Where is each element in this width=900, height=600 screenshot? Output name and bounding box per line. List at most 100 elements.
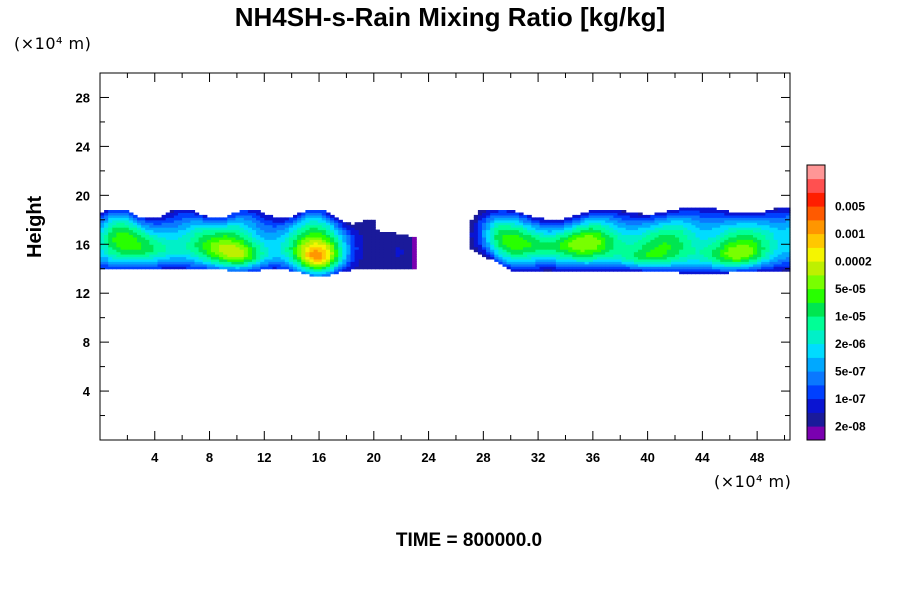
heatmap-cell [305, 268, 311, 272]
heatmap-cell [564, 256, 569, 260]
heatmap-cell [523, 249, 528, 253]
heatmap-cell [617, 246, 623, 250]
heatmap-cell [477, 239, 483, 243]
heatmap-cell [325, 239, 331, 243]
heatmap-cell [120, 239, 126, 243]
heatmap-cell [268, 234, 274, 238]
heatmap-cell [408, 236, 413, 240]
heatmap-cell [321, 251, 327, 255]
heatmap-cell [638, 214, 643, 218]
heatmap-cell [137, 263, 142, 267]
heatmap-cell [338, 266, 343, 270]
heatmap-cell [765, 263, 771, 267]
heatmap-cell [219, 249, 224, 253]
heatmap-cell [597, 236, 602, 240]
heatmap-cell [642, 234, 647, 238]
heatmap-cell [182, 224, 187, 228]
heatmap-cell [695, 207, 701, 211]
heatmap-cell [555, 244, 561, 248]
heatmap-cell [260, 224, 265, 228]
heatmap-cell [773, 249, 779, 253]
heatmap-cell [280, 232, 286, 235]
heatmap-cell [707, 227, 713, 231]
heatmap-cell [206, 227, 212, 231]
heatmap-cell [699, 219, 705, 223]
heatmap-cell [128, 244, 134, 248]
heatmap-cell [235, 219, 241, 223]
heatmap-cell [670, 249, 676, 253]
heatmap-cell [716, 258, 721, 262]
heatmap-cell [157, 217, 163, 221]
heatmap-cell [284, 263, 290, 267]
heatmap-cell [757, 251, 762, 255]
heatmap-cell [744, 258, 750, 262]
heatmap-cell [313, 234, 319, 238]
heatmap-cell [551, 268, 557, 272]
heatmap-cell [748, 234, 754, 238]
heatmap-cell [568, 263, 573, 267]
heatmap-cell [309, 232, 315, 235]
heatmap-cell [309, 273, 315, 277]
heatmap-cell [605, 263, 610, 267]
heatmap-cell [235, 263, 241, 267]
heatmap-cell [597, 234, 602, 238]
heatmap-cell [198, 241, 204, 245]
heatmap-cell [124, 254, 130, 258]
heatmap-cell [165, 266, 171, 270]
heatmap-cell [773, 210, 779, 213]
heatmap-cell [391, 244, 397, 248]
heatmap-cell [527, 219, 532, 223]
heatmap-cell [169, 246, 175, 250]
heatmap-cell [280, 246, 286, 250]
heatmap-cell [132, 261, 138, 265]
heatmap-cell [724, 212, 729, 216]
heatmap-cell [288, 234, 294, 238]
heatmap-cell [354, 251, 360, 255]
heatmap-cell [362, 236, 368, 240]
heatmap-cell [116, 234, 122, 238]
heatmap-cell [210, 241, 216, 245]
heatmap-cell [518, 229, 524, 233]
heatmap-cell [301, 246, 306, 250]
heatmap-cell [572, 227, 577, 231]
heatmap-cell [367, 236, 372, 240]
heatmap-cell [551, 236, 557, 240]
heatmap-cell [601, 227, 606, 231]
heatmap-cell [399, 254, 405, 258]
heatmap-cell [486, 256, 491, 260]
heatmap-cell [231, 254, 237, 258]
heatmap-cell [523, 244, 528, 248]
heatmap-cell [712, 222, 717, 226]
heatmap-cell [506, 214, 512, 218]
heatmap-cell [490, 224, 495, 228]
heatmap-cell [137, 232, 142, 235]
heatmap-cell [169, 210, 175, 213]
heatmap-cell [773, 258, 779, 262]
heatmap-cell [149, 241, 154, 245]
heatmap-cell [375, 232, 380, 235]
heatmap-cell [777, 268, 783, 272]
heatmap-cell [313, 258, 319, 262]
heatmap-cell [190, 212, 196, 216]
heatmap-cell [260, 261, 265, 265]
heatmap-cell [580, 229, 586, 233]
heatmap-cell [576, 227, 582, 231]
heatmap-cell [161, 266, 167, 270]
heatmap-cell [231, 229, 237, 233]
heatmap-cell [518, 232, 524, 235]
heatmap-cell [272, 222, 278, 226]
heatmap-cell [124, 263, 130, 267]
heatmap-cell [367, 241, 372, 245]
heatmap-cell [761, 219, 766, 223]
heatmap-cell [243, 258, 249, 262]
heatmap-cell [769, 236, 775, 240]
heatmap-cell [161, 219, 167, 223]
heatmap-cell [403, 234, 409, 238]
heatmap-cell [260, 251, 265, 255]
heatmap-cell [280, 258, 286, 262]
y-tick-label: 4 [83, 384, 91, 399]
heatmap-cell [309, 217, 315, 221]
heatmap-cell [399, 256, 405, 260]
heatmap-cell [301, 251, 306, 255]
heatmap-cell [231, 232, 237, 235]
